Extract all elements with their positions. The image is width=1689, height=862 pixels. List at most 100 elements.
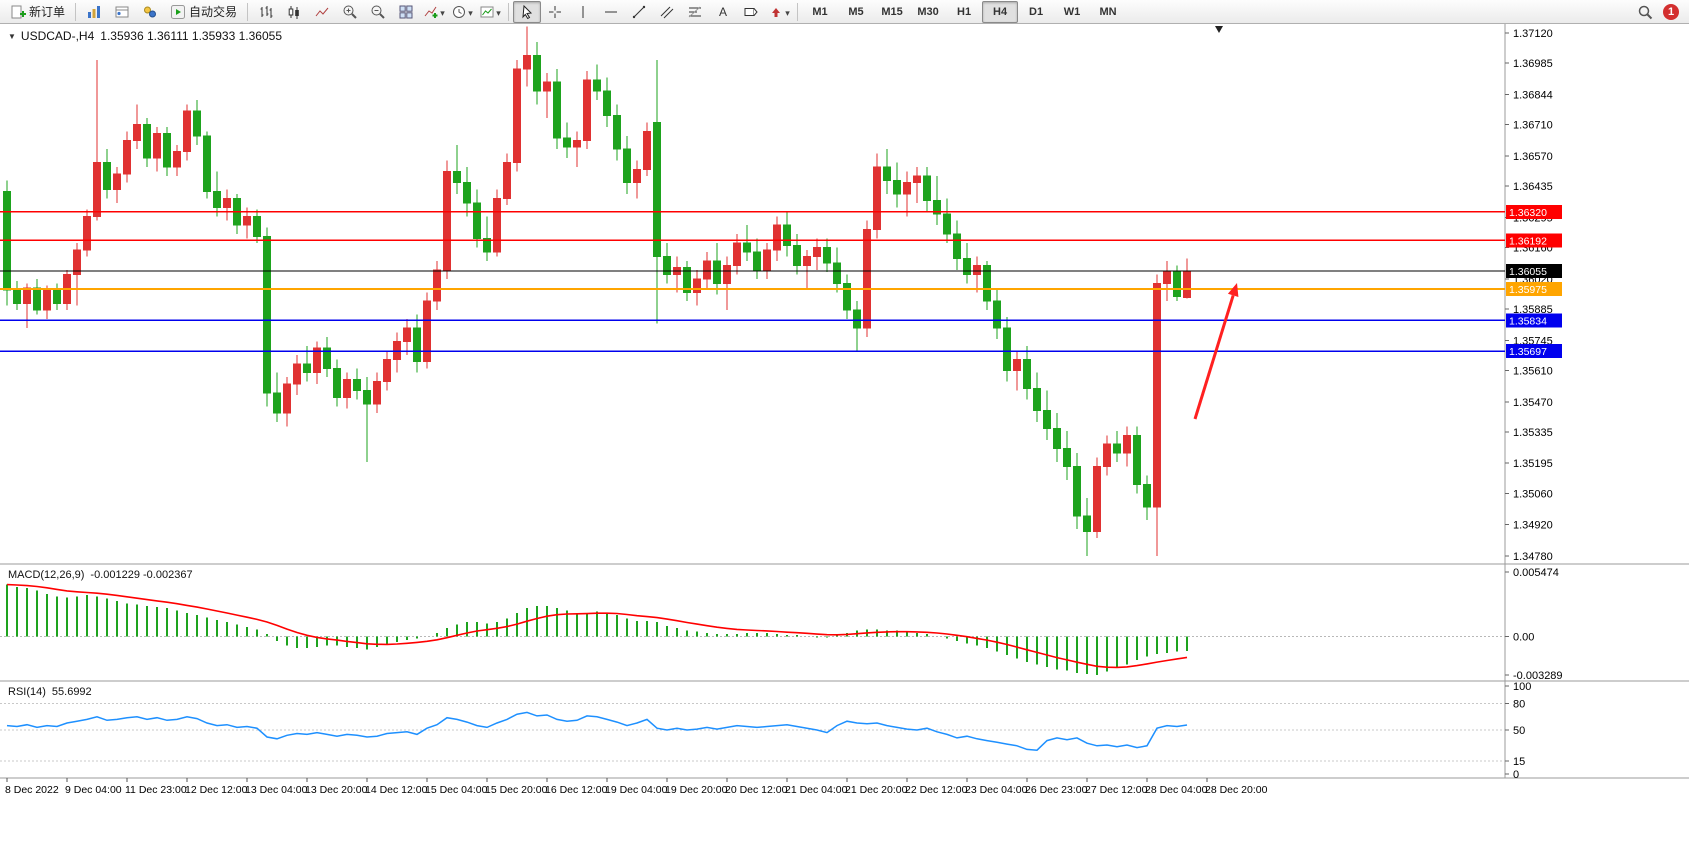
svg-text:1.35610: 1.35610: [1513, 365, 1553, 377]
svg-text:1.36844: 1.36844: [1513, 90, 1553, 102]
toolbar-separator: [75, 2, 77, 21]
svg-text:21 Dec 04:00: 21 Dec 04:00: [785, 784, 848, 796]
tf-button-h1[interactable]: H1: [957, 5, 972, 18]
svg-text:0.00: 0.00: [1513, 631, 1534, 643]
chart-title-caret-icon: [8, 29, 21, 43]
chart-window[interactable]: 1.37120 1.36985 1.36844 1.36710 1.36570 1.364…: [0, 24, 1689, 862]
arrow-object-icon: [772, 7, 781, 17]
svg-text:100: 100: [1513, 681, 1531, 693]
periods-button[interactable]: [448, 1, 476, 23]
svg-text:9 Dec 04:00: 9 Dec 04:00: [65, 784, 122, 796]
trendline-button[interactable]: [625, 1, 653, 23]
toolbar-separator: [508, 2, 510, 21]
text-button[interactable]: A: [709, 1, 737, 23]
tf-button-mn[interactable]: MN: [1099, 5, 1117, 18]
svg-text:19 Dec 04:00: 19 Dec 04:00: [605, 784, 668, 796]
data-window-button[interactable]: [108, 1, 136, 23]
macd-label: MACD(12,26,9) -0.001229 -0.002367: [8, 569, 193, 581]
svg-text:20 Dec 12:00: 20 Dec 12:00: [725, 784, 788, 796]
chart-symbol-period: USDCAD-,H4: [20, 29, 95, 43]
svg-text:1.35885: 1.35885: [1513, 304, 1553, 316]
search-button[interactable]: [1631, 1, 1659, 23]
svg-text:1.35060: 1.35060: [1513, 488, 1553, 500]
svg-text:A: A: [719, 5, 727, 19]
candles-chart-button[interactable]: [280, 1, 308, 23]
svg-text:11 Dec 23:00: 11 Dec 23:00: [125, 784, 187, 796]
tf-button-m5[interactable]: M5: [848, 5, 864, 18]
svg-text:1.37120: 1.37120: [1513, 28, 1553, 40]
crosshair-button[interactable]: [541, 1, 569, 23]
svg-text:0.005474: 0.005474: [1513, 567, 1559, 579]
svg-text:15 Dec 20:00: 15 Dec 20:00: [485, 784, 548, 796]
toolbar-separator: [247, 2, 249, 21]
tf-button-m1[interactable]: M1: [812, 5, 828, 18]
search-icon: [1638, 5, 1653, 19]
svg-text:1.36435: 1.36435: [1513, 181, 1553, 193]
line-chart-button[interactable]: [308, 1, 336, 23]
notification-badge[interactable]: 1: [1663, 3, 1679, 20]
svg-text:1.36985: 1.36985: [1513, 58, 1553, 70]
new-order-icon: [11, 5, 26, 18]
svg-text:21 Dec 20:00: 21 Dec 20:00: [845, 784, 908, 796]
navigator-button[interactable]: [136, 1, 164, 23]
indicators-button[interactable]: [420, 1, 448, 23]
tf-button-m15[interactable]: M15: [881, 5, 903, 18]
tf-button-m30[interactable]: M30: [917, 5, 939, 18]
horizontal-line-button[interactable]: [597, 1, 625, 23]
tf-button-h4[interactable]: H4: [982, 0, 1019, 23]
vertical-line-button[interactable]: [569, 1, 597, 23]
timeframe-buttons: M1 M5 M15 M30 H1 H4 D1 W1 MN: [802, 0, 1126, 23]
market-watch-button[interactable]: [80, 1, 108, 23]
zoom-out-icon: [371, 5, 385, 19]
svg-text:-0.003289: -0.003289: [1513, 670, 1563, 682]
zoom-in-icon: [343, 5, 357, 19]
svg-text:1.35697: 1.35697: [1509, 346, 1547, 358]
autotrading-button[interactable]: 自动交易: [164, 1, 243, 23]
svg-text:13 Dec 20:00: 13 Dec 20:00: [305, 784, 368, 796]
line-chart-icon: [315, 7, 329, 16]
chart-title: USDCAD-,H4 1.35936 1.36111 1.35933 1.3605…: [8, 29, 282, 43]
navigator-icon: [144, 6, 157, 17]
text-label-icon: [744, 7, 758, 16]
fibonacci-button[interactable]: [681, 1, 709, 23]
svg-text:1.35470: 1.35470: [1513, 397, 1553, 409]
svg-text:1.36192: 1.36192: [1509, 235, 1547, 247]
tf-button-d1[interactable]: D1: [1029, 5, 1044, 18]
autotrading-icon: [171, 4, 186, 19]
tile-windows-button[interactable]: [392, 1, 420, 23]
bars-chart-icon: [260, 5, 273, 18]
svg-text:28 Dec 20:00: 28 Dec 20:00: [1205, 784, 1268, 796]
svg-text:1.34780: 1.34780: [1513, 551, 1553, 563]
horizontal-line-icon: [605, 11, 618, 12]
toolbar: 新订单 自动交易: [0, 0, 1689, 24]
svg-text:1.34920: 1.34920: [1513, 520, 1553, 532]
svg-text:27 Dec 12:00: 27 Dec 12:00: [1085, 784, 1148, 796]
svg-text:28 Dec 04:00: 28 Dec 04:00: [1145, 784, 1208, 796]
zoom-out-button[interactable]: [364, 1, 392, 23]
market-watch-icon: [88, 5, 101, 18]
rsi-value: 55.6992: [51, 686, 92, 698]
channel-button[interactable]: [653, 1, 681, 23]
text-label-button[interactable]: [737, 1, 765, 23]
price-chart[interactable]: 1.37120 1.36985 1.36844 1.36710 1.36570 1.364…: [0, 24, 1689, 862]
bars-chart-button[interactable]: [252, 1, 280, 23]
indicators-icon: [424, 6, 438, 18]
zoom-in-button[interactable]: [336, 1, 364, 23]
cursor-button[interactable]: [513, 0, 542, 23]
trendline-icon: [632, 5, 646, 18]
svg-text:1.35834: 1.35834: [1509, 315, 1547, 327]
rsi-name: RSI(14): [8, 686, 46, 698]
arrows-button[interactable]: [765, 1, 793, 23]
svg-text:1.36710: 1.36710: [1513, 120, 1553, 132]
crosshair-icon: [549, 5, 562, 18]
svg-text:15 Dec 04:00: 15 Dec 04:00: [425, 784, 488, 796]
tf-button-w1[interactable]: W1: [1063, 5, 1081, 18]
templates-button[interactable]: [476, 1, 504, 23]
svg-text:50: 50: [1513, 725, 1525, 737]
svg-text:19 Dec 20:00: 19 Dec 20:00: [665, 784, 728, 796]
new-order-button[interactable]: 新订单: [4, 1, 71, 23]
svg-text:26 Dec 23:00: 26 Dec 23:00: [1025, 784, 1088, 796]
svg-text:16 Dec 12:00: 16 Dec 12:00: [545, 784, 608, 796]
svg-text:22 Dec 12:00: 22 Dec 12:00: [905, 784, 968, 796]
fibonacci-icon: [688, 6, 702, 17]
